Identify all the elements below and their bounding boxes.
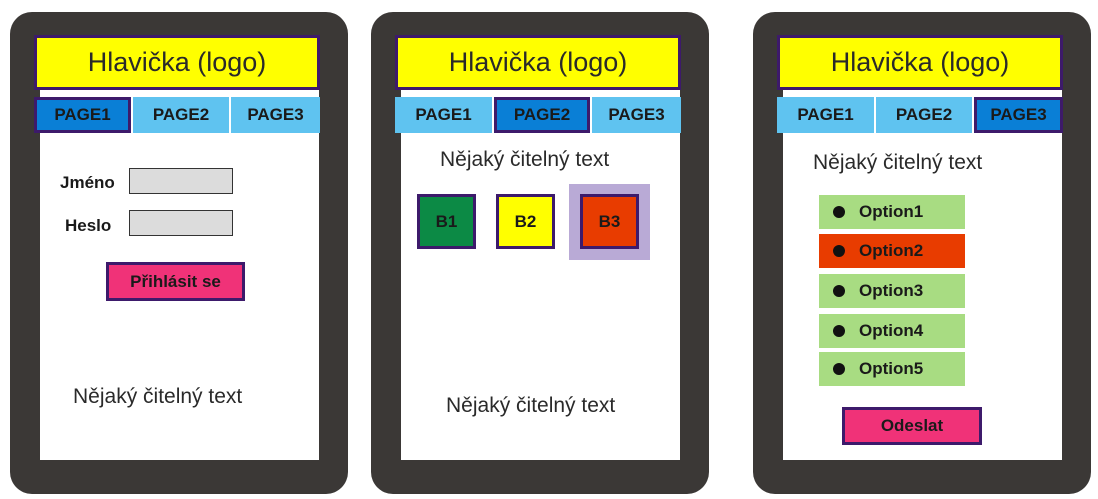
tab-page2[interactable]: PAGE2 xyxy=(876,97,972,133)
readable-text: Nějaký čitelný text xyxy=(73,385,243,408)
login-button[interactable]: Přihlásit se xyxy=(106,262,245,301)
tab-page3[interactable]: PAGE3 xyxy=(592,97,681,133)
readable-text-bottom: Nějaký čitelný text xyxy=(446,394,616,417)
option-label: Option5 xyxy=(859,359,924,378)
bullet-icon xyxy=(833,325,845,337)
header-logo: Hlavička (logo) xyxy=(34,35,320,90)
tab-page2[interactable]: PAGE2 xyxy=(133,97,229,133)
option-label: Option4 xyxy=(859,321,924,340)
header-logo: Hlavička (logo) xyxy=(395,35,681,90)
name-input[interactable] xyxy=(129,168,233,194)
bullet-icon xyxy=(833,206,845,218)
screen: Hlavička (logo) PAGE1 PAGE2 PAGE3 Jméno … xyxy=(34,35,320,460)
tab-page3[interactable]: PAGE3 xyxy=(974,97,1063,133)
option-item[interactable]: Option3 xyxy=(819,274,965,308)
password-label: Heslo xyxy=(65,216,112,235)
option-label: Option3 xyxy=(859,281,924,300)
option-item[interactable]: Option5 xyxy=(819,352,965,386)
bullet-icon xyxy=(833,285,845,297)
option-item-selected[interactable]: Option2 xyxy=(819,234,965,268)
tab-page1[interactable]: PAGE1 xyxy=(34,97,131,133)
b1-button[interactable]: B1 xyxy=(417,194,476,249)
option-label: Option2 xyxy=(859,241,924,260)
device-buttons-page: Hlavička (logo) PAGE1 PAGE2 PAGE3 Nějaký… xyxy=(371,12,709,494)
b2-button[interactable]: B2 xyxy=(496,194,555,249)
tab-page1[interactable]: PAGE1 xyxy=(395,97,492,133)
readable-text-top: Nějaký čitelný text xyxy=(440,148,610,171)
option-item[interactable]: Option1 xyxy=(819,195,965,229)
screen: Hlavička (logo) PAGE1 PAGE2 PAGE3 Nějaký… xyxy=(395,35,681,460)
tab-page3[interactable]: PAGE3 xyxy=(231,97,320,133)
screen: Hlavička (logo) PAGE1 PAGE2 PAGE3 Nějaký… xyxy=(777,35,1063,460)
tab-page1[interactable]: PAGE1 xyxy=(777,97,874,133)
bullet-icon xyxy=(833,363,845,375)
submit-button[interactable]: Odeslat xyxy=(842,407,982,445)
device-options-page: Hlavička (logo) PAGE1 PAGE2 PAGE3 Nějaký… xyxy=(753,12,1091,494)
option-label: Option1 xyxy=(859,202,924,221)
tab-page2[interactable]: PAGE2 xyxy=(494,97,590,133)
device-login-page: Hlavička (logo) PAGE1 PAGE2 PAGE3 Jméno … xyxy=(10,12,348,494)
option-item[interactable]: Option4 xyxy=(819,314,965,348)
header-logo: Hlavička (logo) xyxy=(777,35,1063,90)
readable-text: Nějaký čitelný text xyxy=(813,151,983,174)
bullet-icon xyxy=(833,245,845,257)
b3-button[interactable]: B3 xyxy=(580,194,639,249)
name-label: Jméno xyxy=(60,173,115,192)
password-input[interactable] xyxy=(129,210,233,236)
